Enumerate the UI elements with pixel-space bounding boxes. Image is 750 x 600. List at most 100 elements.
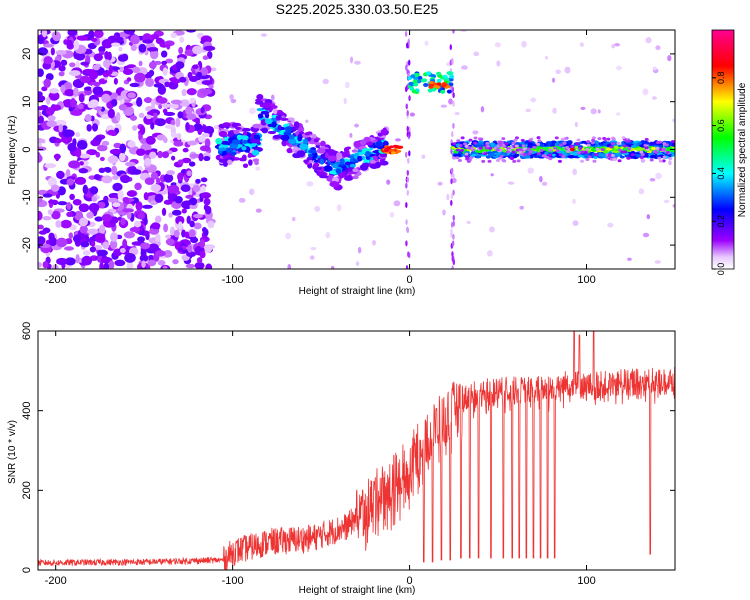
spectrogram-cell (408, 59, 411, 66)
spectrogram-cell (67, 142, 77, 152)
spectrogram-cell (184, 49, 195, 56)
spectrogram-cell (560, 137, 565, 141)
spectrogram-cell (478, 146, 483, 150)
spectrogram-cell (122, 208, 135, 213)
spectrogram-cell (115, 36, 124, 43)
spectrogram-cell (319, 172, 326, 176)
spectrogram-cell (58, 65, 66, 72)
spectrogram-cell (195, 178, 201, 184)
spectrogram-cell (572, 168, 578, 176)
spectrogram-cell (229, 151, 237, 156)
spectrogram-cell (139, 125, 146, 135)
spectrogram-cell (78, 153, 91, 159)
spectrogram-cell (291, 216, 296, 222)
spectrogram-cell (452, 220, 455, 227)
spectrogram-cell (544, 56, 549, 60)
spectrogram-x-label: Height of straight line (km) (299, 286, 416, 297)
spectrogram-cell (406, 169, 409, 176)
spectrogram-cell (38, 142, 42, 147)
spectrogram-cell (205, 263, 213, 269)
spectrogram-cell (67, 30, 78, 37)
spectrogram-cell (607, 153, 612, 157)
spectrogram-cell (408, 81, 414, 86)
spectrogram-cell (395, 138, 401, 142)
spectrogram-cell (442, 74, 448, 79)
spectrogram-cell (178, 46, 184, 55)
spectrogram-cell (441, 84, 447, 88)
spectrogram-cell (129, 82, 140, 88)
spectrogram-y-ticks: -20 -10 0 10 20 (21, 48, 675, 253)
spectrogram-cell (108, 64, 113, 75)
spectrogram-cell (603, 137, 608, 141)
spectrogram-cell (175, 117, 181, 128)
spectrogram-cell (339, 158, 345, 165)
spectrogram-cell (218, 130, 228, 138)
spectrogram-cell (63, 246, 75, 251)
spectrogram-cell (107, 197, 119, 203)
spectrogram-cell (407, 251, 410, 258)
spectrogram-cell (489, 226, 495, 233)
spectrogram-cell (65, 169, 71, 177)
spectrogram-cell (386, 179, 391, 185)
spectrogram-cell (557, 159, 562, 163)
spectrogram-cell (136, 148, 146, 156)
spectrogram-cell (389, 148, 395, 152)
spectrogram-cell (380, 160, 389, 166)
spectrogram-cell (284, 126, 294, 132)
spectrogram-cell (580, 159, 585, 163)
spectrogram-cell (154, 118, 166, 127)
spectrogram-cell (657, 156, 662, 160)
spectrogram-cell (148, 243, 159, 252)
spectrogram-cell (253, 134, 260, 140)
spectrogram-cell (621, 136, 626, 140)
spectrogram-cell (38, 115, 45, 124)
spectrogram-cell (168, 212, 174, 218)
spectrogram-cell (88, 202, 100, 213)
spectrogram-cell (456, 139, 461, 143)
spectrogram-cell (349, 163, 356, 168)
spectrogram-cell (433, 84, 439, 88)
spectrogram-cell (129, 115, 138, 121)
spectrogram-cell (137, 212, 145, 220)
spectrogram-cell (75, 147, 82, 158)
spectrogram-cell (142, 39, 153, 44)
spectrogram-marks (38, 30, 675, 269)
spectrogram-cell (663, 199, 670, 204)
spectrogram-cell (452, 173, 455, 180)
spectrogram-cell (146, 47, 159, 52)
spectrogram-cell (322, 78, 329, 85)
spectrogram-cell (185, 122, 190, 131)
spectrogram-cell (357, 246, 362, 254)
spectrogram-cell (104, 51, 110, 60)
spectrogram-cell (138, 112, 145, 118)
spectrogram-cell (662, 141, 667, 145)
spectrogram-cell (42, 261, 49, 269)
spectrogram-cell (177, 159, 184, 165)
spectrogram-cell (646, 214, 651, 220)
spectrogram-cell (189, 153, 201, 158)
spectrogram-cell (66, 178, 74, 186)
snr-series-line (38, 331, 675, 570)
spectrogram-cell (329, 181, 340, 188)
spectrogram-cell (161, 60, 168, 65)
spectrogram-cell (668, 157, 673, 161)
spectrogram-cell (88, 30, 95, 40)
spectrogram-cell (38, 68, 44, 77)
spectrogram-cell (484, 146, 489, 150)
spectrogram-cell (547, 142, 552, 146)
spectrogram-cell (308, 149, 317, 154)
spectrogram-cell (79, 161, 84, 166)
spectrogram-cell (62, 129, 74, 138)
spectrogram-cell (277, 124, 282, 131)
snr-x-tick-label: -200 (45, 575, 67, 587)
spectrogram-cell (627, 257, 632, 261)
spectrogram-cell (112, 182, 123, 192)
spectrogram-cell (651, 96, 657, 100)
spectrogram-cell (639, 156, 644, 160)
spectrogram-cell (261, 127, 269, 134)
spectrogram-cell (97, 201, 106, 209)
spectrogram-cell (658, 144, 663, 148)
spectrogram-cell (118, 104, 128, 111)
spectrogram-cell (74, 52, 86, 61)
spectrogram-cell (365, 150, 371, 157)
